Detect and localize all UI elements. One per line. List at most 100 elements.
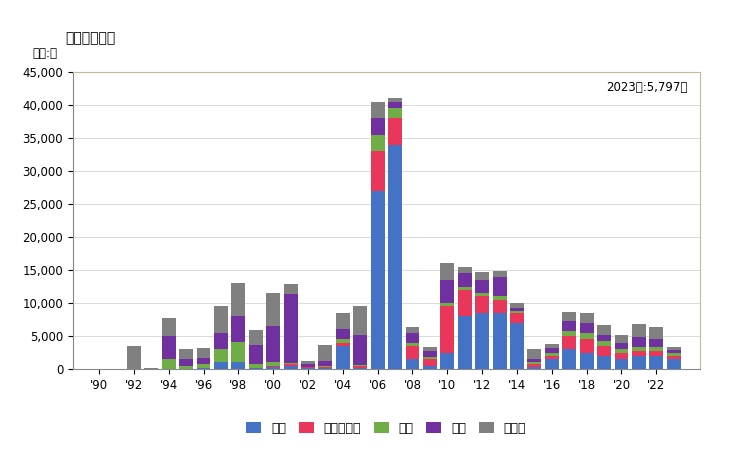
- Bar: [440, 280, 454, 303]
- Bar: [249, 368, 262, 369]
- Bar: [510, 303, 524, 308]
- Bar: [632, 356, 646, 369]
- Bar: [545, 348, 559, 352]
- Bar: [475, 280, 489, 293]
- Bar: [510, 323, 524, 369]
- Bar: [197, 368, 211, 369]
- Bar: [562, 321, 576, 331]
- Bar: [650, 356, 663, 369]
- Bar: [423, 357, 437, 359]
- Bar: [266, 326, 280, 362]
- Bar: [632, 347, 646, 351]
- Bar: [615, 342, 628, 349]
- Bar: [440, 352, 454, 369]
- Bar: [405, 346, 419, 359]
- Bar: [354, 335, 367, 365]
- Bar: [354, 368, 367, 369]
- Bar: [371, 151, 385, 191]
- Bar: [388, 144, 402, 369]
- Bar: [423, 359, 437, 366]
- Bar: [197, 358, 211, 364]
- Bar: [458, 316, 472, 369]
- Bar: [667, 356, 681, 359]
- Bar: [179, 359, 193, 366]
- Bar: [545, 356, 559, 359]
- Text: 2023年:5,797台: 2023年:5,797台: [606, 81, 687, 94]
- Bar: [510, 313, 524, 323]
- Bar: [493, 300, 507, 313]
- Bar: [650, 347, 663, 351]
- Bar: [354, 365, 367, 366]
- Bar: [597, 356, 611, 369]
- Bar: [249, 364, 262, 368]
- Bar: [301, 367, 315, 369]
- Bar: [231, 342, 246, 362]
- Bar: [632, 324, 646, 338]
- Bar: [354, 366, 367, 368]
- Bar: [127, 346, 141, 369]
- Bar: [597, 341, 611, 346]
- Bar: [162, 336, 176, 359]
- Bar: [615, 335, 628, 342]
- Bar: [493, 270, 507, 277]
- Bar: [162, 359, 176, 369]
- Bar: [266, 366, 280, 367]
- Bar: [284, 366, 297, 369]
- Bar: [440, 306, 454, 352]
- Bar: [301, 364, 315, 367]
- Bar: [336, 342, 350, 346]
- Bar: [615, 359, 628, 369]
- Bar: [214, 333, 228, 349]
- Bar: [440, 303, 454, 306]
- Bar: [319, 361, 332, 366]
- Bar: [580, 333, 593, 339]
- Bar: [650, 328, 663, 339]
- Bar: [336, 329, 350, 339]
- Bar: [162, 318, 176, 336]
- Bar: [632, 351, 646, 356]
- Bar: [423, 347, 437, 351]
- Bar: [371, 191, 385, 369]
- Bar: [528, 367, 542, 369]
- Bar: [458, 290, 472, 316]
- Bar: [336, 339, 350, 342]
- Bar: [405, 359, 419, 369]
- Bar: [667, 359, 681, 369]
- Bar: [371, 135, 385, 151]
- Bar: [597, 346, 611, 356]
- Bar: [301, 361, 315, 364]
- Bar: [493, 277, 507, 297]
- Bar: [475, 313, 489, 369]
- Bar: [597, 335, 611, 341]
- Bar: [580, 323, 593, 333]
- Bar: [580, 339, 593, 352]
- Bar: [528, 362, 542, 364]
- Bar: [562, 336, 576, 349]
- Bar: [475, 297, 489, 313]
- Bar: [179, 349, 193, 359]
- Bar: [371, 102, 385, 118]
- Bar: [423, 366, 437, 369]
- Bar: [667, 347, 681, 350]
- Bar: [440, 263, 454, 280]
- Bar: [144, 368, 158, 369]
- Text: 単位:台: 単位:台: [32, 47, 57, 60]
- Bar: [667, 350, 681, 353]
- Bar: [545, 344, 559, 348]
- Bar: [336, 313, 350, 329]
- Bar: [545, 359, 559, 369]
- Bar: [388, 118, 402, 144]
- Bar: [615, 349, 628, 352]
- Bar: [650, 351, 663, 356]
- Bar: [371, 118, 385, 135]
- Bar: [319, 345, 332, 361]
- Bar: [197, 364, 211, 368]
- Bar: [388, 99, 402, 102]
- Bar: [266, 293, 280, 326]
- Bar: [336, 346, 350, 369]
- Text: 輸入量の推移: 輸入量の推移: [66, 32, 116, 45]
- Bar: [249, 345, 262, 364]
- Bar: [458, 267, 472, 273]
- Bar: [510, 308, 524, 311]
- Bar: [214, 306, 228, 333]
